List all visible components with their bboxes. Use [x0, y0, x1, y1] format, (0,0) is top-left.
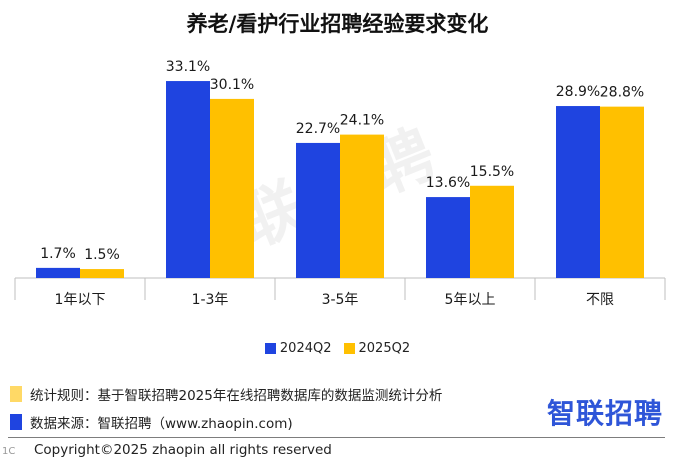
footer-source-row: 数据来源：智联招聘（www.zhaopin.com)	[10, 412, 293, 432]
data-label-2024q2-3: 13.6%	[426, 175, 470, 191]
data-label-2025q2-0: 1.5%	[84, 247, 120, 263]
brand-logo: 智联招聘	[546, 397, 663, 430]
bar-2025q2-1	[210, 98, 254, 278]
legend-label-2024q2: 2024Q2	[279, 341, 332, 356]
footer-rule-marker	[10, 386, 22, 402]
bar-2025q2-3	[470, 185, 514, 278]
corner-mark: 1C	[2, 446, 16, 457]
legend-swatch-2024q2	[264, 343, 276, 354]
x-tick-label-0: 1年以下	[55, 292, 106, 308]
x-tick-label-4: 不限	[586, 292, 614, 308]
bar-2025q2-2	[340, 134, 384, 278]
data-label-2024q2-0: 1.7%	[40, 246, 76, 262]
legend-label-2025q2: 2025Q2	[358, 341, 411, 356]
footer-rule-text: 统计规则：基于智联招聘2025年在线招聘数据库的数据监测统计分析	[30, 388, 443, 404]
bar-2024q2-3	[426, 197, 470, 278]
footer-rule-row: 统计规则：基于智联招聘2025年在线招聘数据库的数据监测统计分析	[10, 384, 442, 404]
data-label-2025q2-3: 15.5%	[470, 164, 514, 180]
footer-divider	[8, 437, 665, 438]
bar-2025q2-4	[600, 106, 644, 278]
bar-2024q2-0	[36, 267, 80, 278]
legend-item-2024q2: 2024Q2	[264, 341, 332, 356]
bar-2024q2-2	[296, 142, 340, 278]
footer-source-marker	[10, 414, 22, 430]
chart-title: 养老/看护行业招聘经验要求变化	[186, 12, 489, 36]
bar-2024q2-1	[166, 81, 210, 279]
data-label-2025q2-2: 24.1%	[340, 113, 384, 129]
x-tick-label-2: 3-5年	[322, 292, 359, 308]
data-label-2025q2-4: 28.8%	[600, 85, 644, 101]
copyright-text: Copyright©2025 zhaopin all rights reserv…	[34, 442, 332, 458]
data-label-2024q2-4: 28.9%	[556, 84, 600, 100]
chart-legend: 2024Q2 2025Q2	[0, 341, 675, 356]
bar-2024q2-4	[556, 106, 600, 278]
data-label-2024q2-1: 33.1%	[166, 59, 210, 75]
x-tick-label-3: 5年以上	[445, 292, 496, 308]
bar-chart: 1.7% 1.5% 1年以下 33.1%30.1% 1-3年 22.7%24.1% 3-5年…	[14, 59, 666, 308]
legend-item-2025q2: 2025Q2	[343, 341, 411, 356]
bar-2025q2-0	[80, 269, 124, 278]
data-label-2025q2-1: 30.1%	[210, 77, 254, 93]
x-tick-label-1: 1-3年	[192, 292, 229, 308]
legend-swatch-2025q2	[343, 343, 355, 354]
footer-source-text: 数据来源：智联招聘（www.zhaopin.com)	[30, 416, 293, 432]
data-label-2024q2-2: 22.7%	[296, 121, 340, 137]
